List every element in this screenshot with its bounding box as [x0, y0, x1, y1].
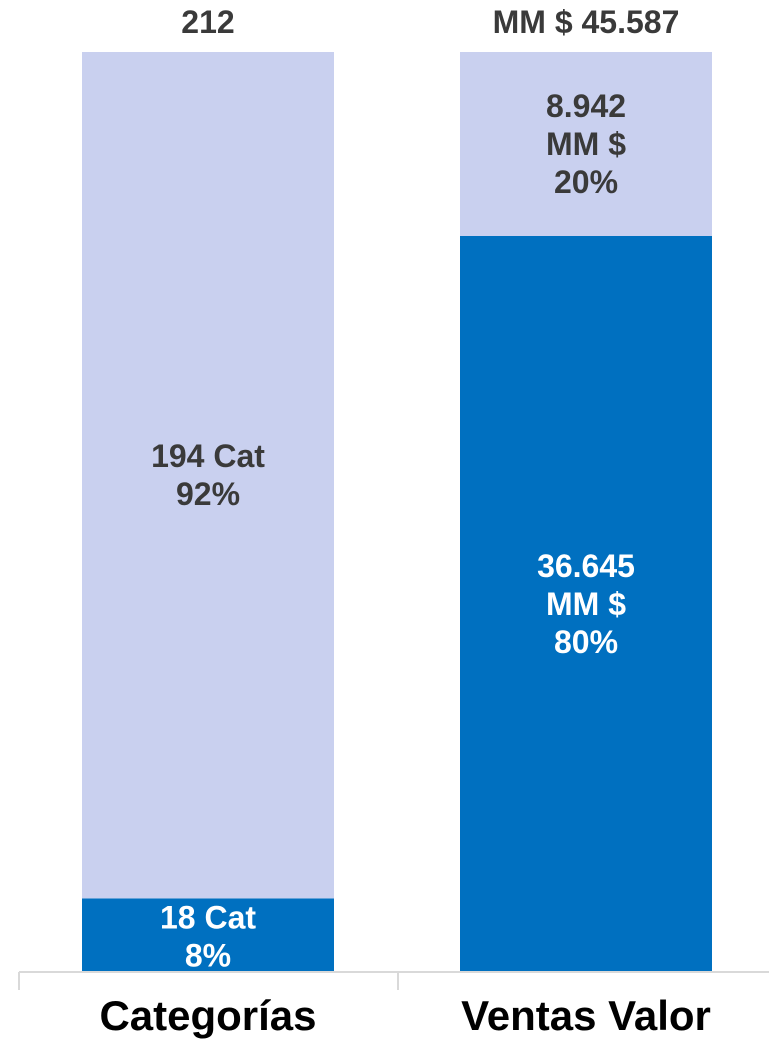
total-label-0: 212 [181, 4, 234, 40]
segment-label-1-1-1: MM $ [546, 126, 626, 162]
x-axis [18, 971, 769, 990]
bar-segment-0-1 [82, 52, 334, 899]
category-label-0: Categorías [99, 992, 316, 1039]
segment-label-1-1-2: 20% [554, 164, 618, 200]
total-label-1: MM $ 45.587 [493, 4, 680, 40]
segment-label-0-1-0: 194 Cat [151, 438, 265, 474]
segment-label-1-0-0: 36.645 [537, 548, 635, 584]
segment-label-0-1-1: 92% [176, 476, 240, 512]
bar-segment-0-0 [82, 898, 334, 972]
bars-layer [82, 52, 712, 972]
segment-label-0-0-1: 8% [185, 937, 231, 973]
bar-segment-1-1 [460, 52, 712, 236]
segment-label-1-0-2: 80% [554, 624, 618, 660]
segment-label-1-0-1: MM $ [546, 586, 626, 622]
category-label-1: Ventas Valor [461, 992, 711, 1039]
segment-label-0-0-0: 18 Cat [160, 899, 256, 935]
bar-segment-1-0 [460, 236, 712, 972]
segment-label-1-1-0: 8.942 [546, 88, 626, 124]
